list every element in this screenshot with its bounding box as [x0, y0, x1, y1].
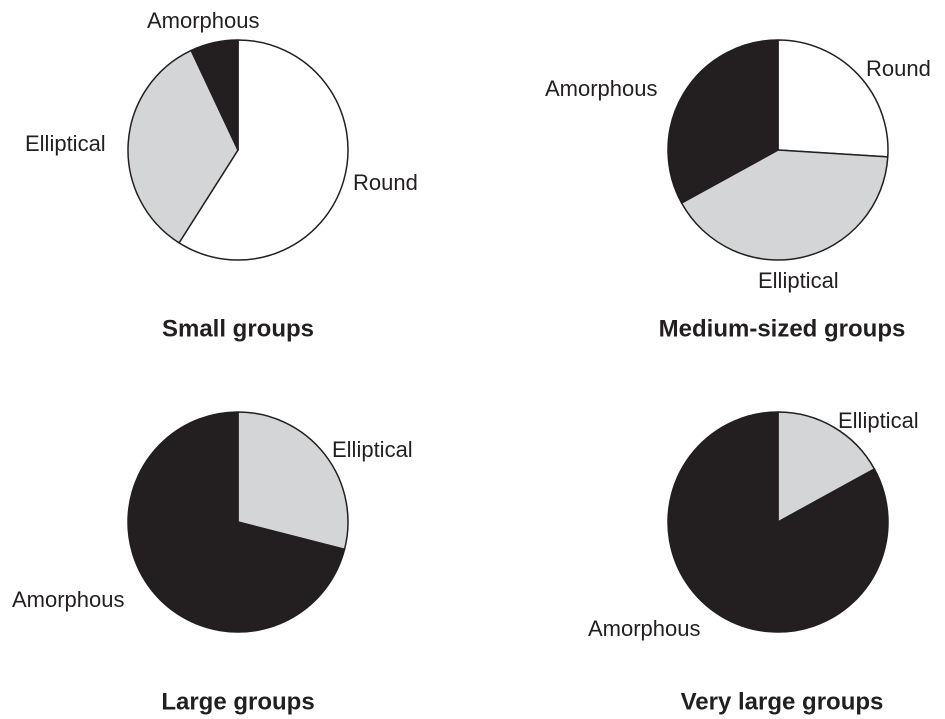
- slice-label: Elliptical: [838, 408, 919, 433]
- pie-slice: [777, 39, 889, 158]
- pie-slice: [667, 411, 889, 633]
- chart-title: Medium-sized groups: [659, 315, 906, 342]
- slice-label: Amorphous: [147, 8, 260, 33]
- slice-label: Amorphous: [588, 616, 701, 641]
- slice-label: Amorphous: [12, 587, 125, 612]
- pie-slice: [127, 49, 239, 244]
- pie-slice: [680, 149, 889, 261]
- chart-title: Very large groups: [681, 688, 884, 715]
- chart-title: Large groups: [161, 688, 314, 715]
- slice-label: Elliptical: [758, 268, 839, 293]
- slice-label: Elliptical: [332, 437, 413, 462]
- pie-slice: [190, 39, 239, 151]
- slice-label: Round: [353, 170, 418, 195]
- slice-label: Round: [866, 56, 931, 81]
- pie-slice: [178, 39, 349, 261]
- chart-title: Small groups: [162, 315, 314, 342]
- pie-slice: [237, 411, 349, 551]
- slice-label: Amorphous: [545, 76, 658, 101]
- pie-slice: [127, 411, 346, 633]
- slice-label: Elliptical: [25, 131, 106, 156]
- pie-slice: [667, 39, 779, 204]
- pie-slice: [777, 411, 876, 523]
